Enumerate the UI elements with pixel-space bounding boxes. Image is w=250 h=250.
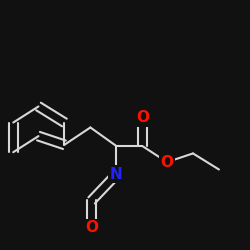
Text: O: O [136, 110, 149, 125]
Text: N: N [110, 167, 123, 182]
Text: O: O [85, 220, 98, 235]
Text: O: O [160, 154, 173, 170]
